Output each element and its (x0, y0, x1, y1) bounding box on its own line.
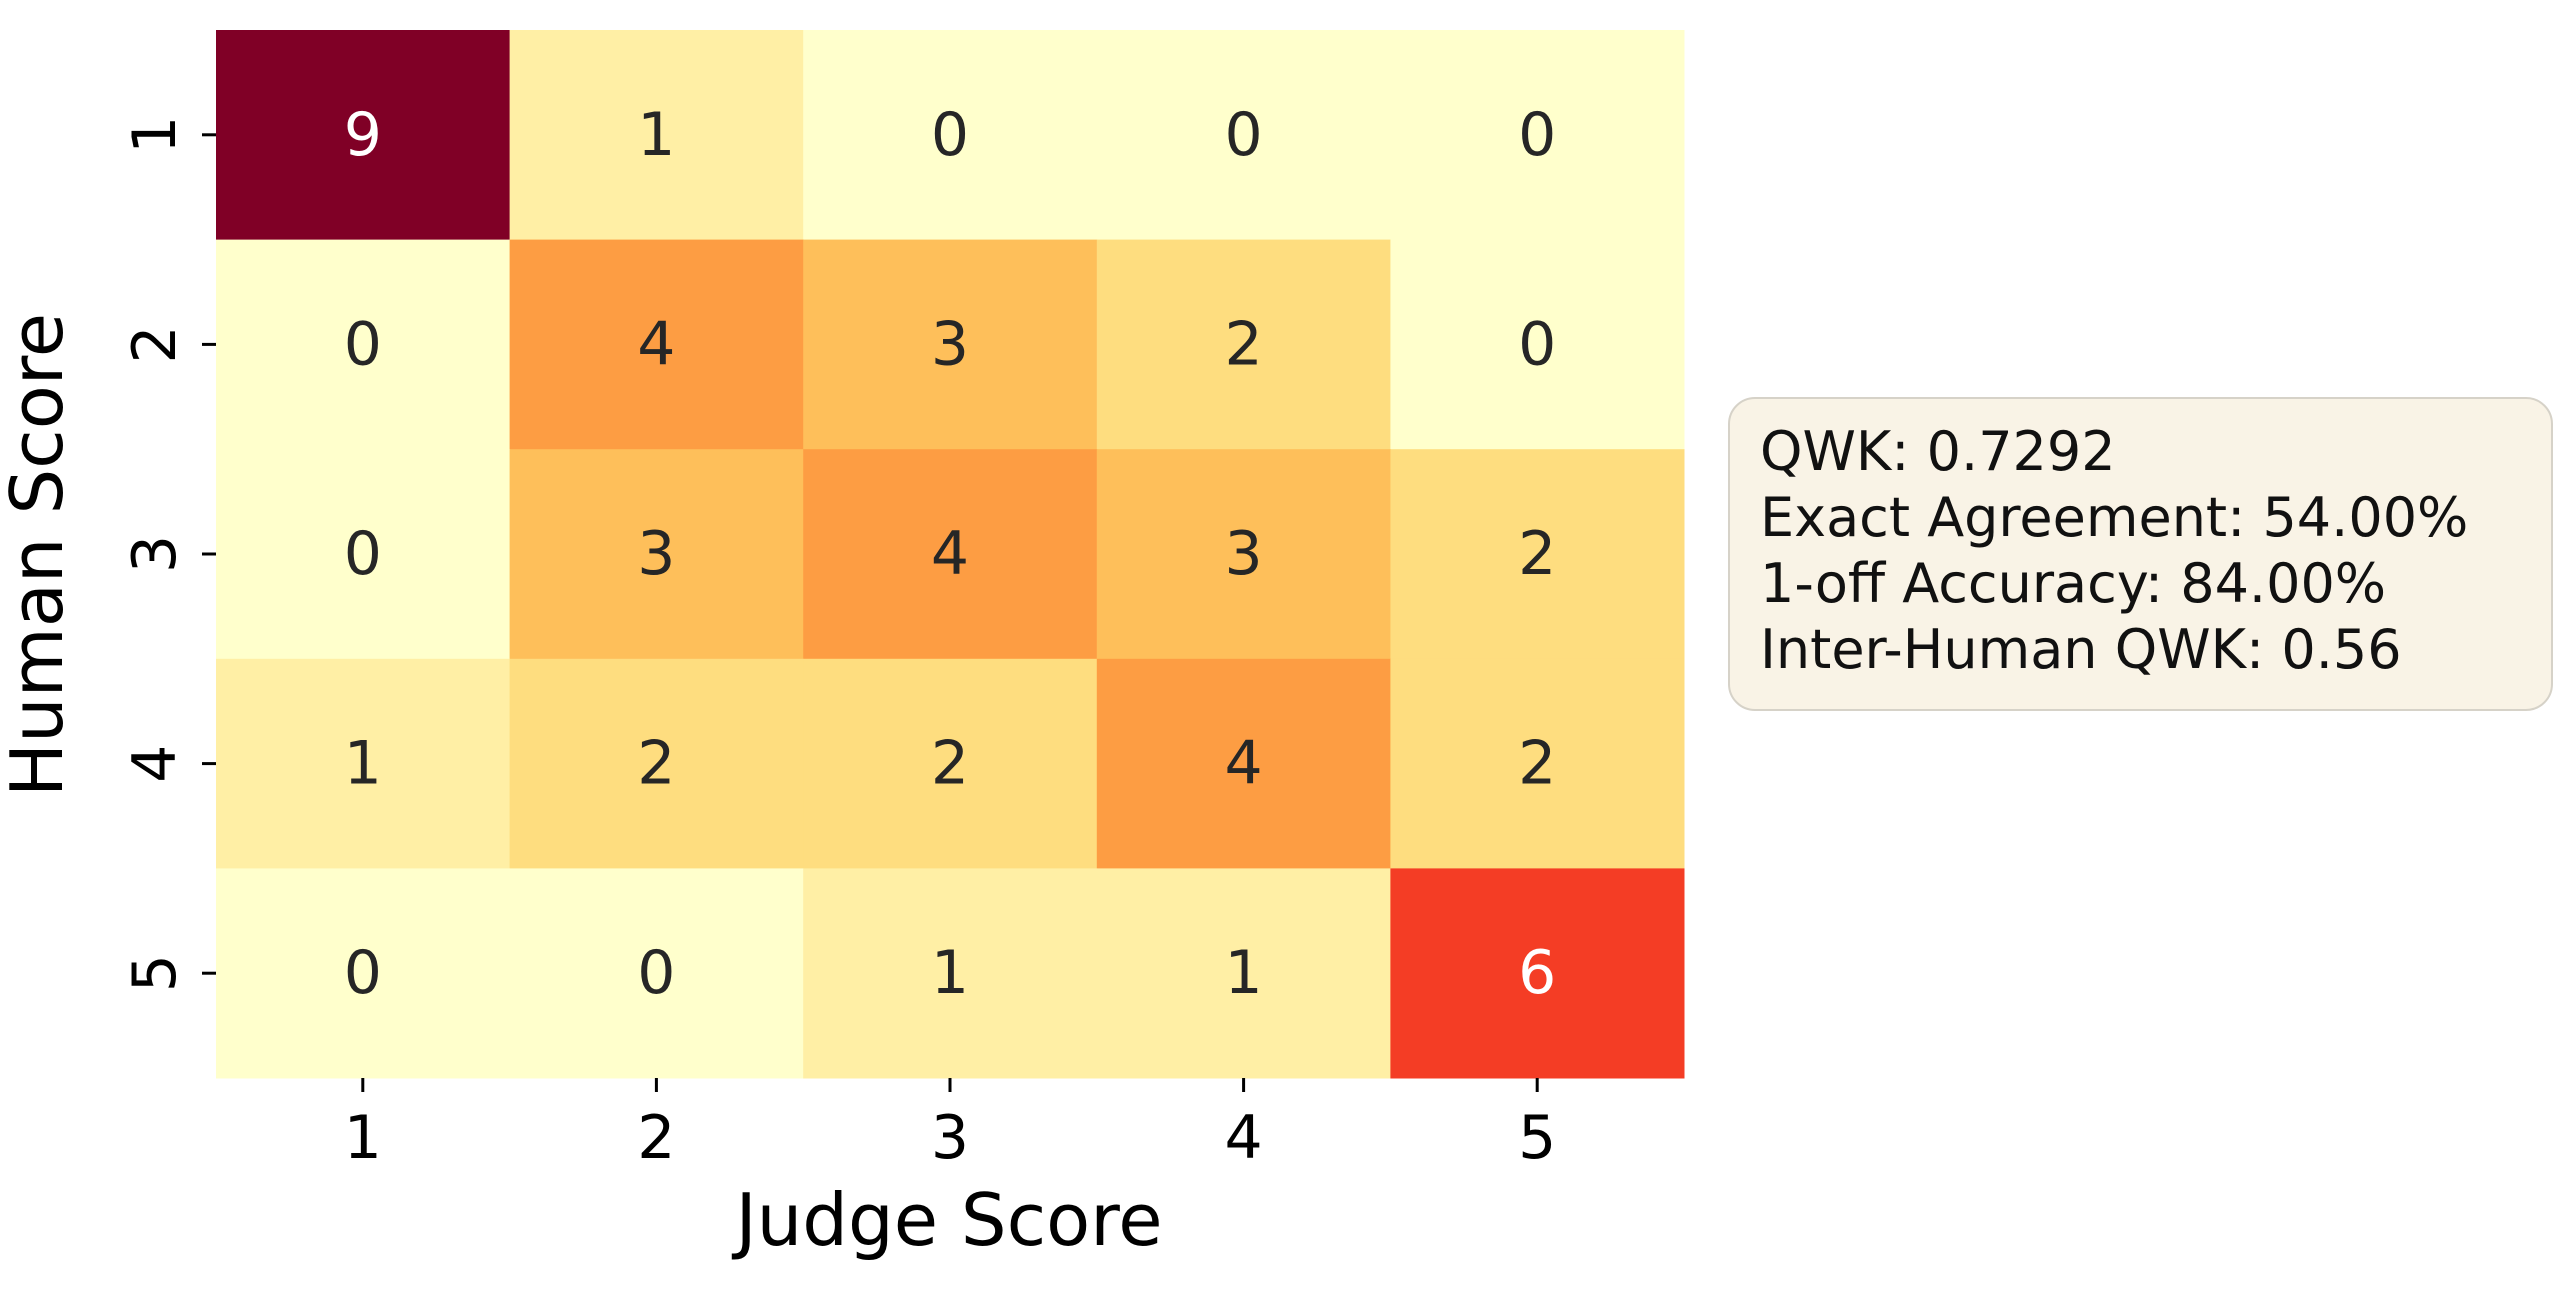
cell-value-label: 2 (1518, 519, 1556, 589)
cell-value-label: 0 (637, 938, 675, 1008)
cell-value-label: 0 (344, 938, 382, 1008)
y-tick-label: 5 (120, 954, 190, 992)
heatmap-cells: 9 1 0 0 0 0 4 3 2 0 0 3 4 3 2 1 2 2 4 2 0 0 1 1 6 (216, 30, 1685, 1079)
cell-value-label: 6 (1518, 938, 1556, 1008)
heatmap-cell-r3-c4 (1096, 449, 1391, 660)
heatmap-cell-r4-c2 (509, 658, 804, 869)
cell-value-label: 0 (1225, 100, 1263, 170)
heatmap-cell-r4-c4 (1096, 658, 1391, 869)
heatmap-cell-r5-c4 (1096, 868, 1391, 1079)
cell-value-label: 1 (637, 100, 675, 170)
heatmap-cell-r4-c3 (803, 658, 1098, 869)
heatmap-cell-r1-c1 (216, 30, 511, 241)
heatmap-cell-r3-c2 (509, 449, 804, 660)
stats-one-off-accuracy: 1-off Accuracy: 84.00% (1760, 552, 2386, 615)
heatmap-cell-r2-c1 (216, 239, 511, 450)
heatmap-cell-r2-c2 (509, 239, 804, 450)
cell-value-label: 2 (931, 729, 969, 799)
heatmap-cell-r5-c2 (509, 868, 804, 1079)
y-axis-ticks: 1 2 3 4 5 (120, 116, 216, 992)
x-axis-label: Judge Score (731, 1178, 1162, 1262)
cell-value-label: 1 (344, 729, 382, 799)
y-tick-label: 2 (120, 325, 190, 363)
cell-value-label: 0 (931, 100, 969, 170)
y-tick-label: 3 (120, 535, 190, 573)
heatmap-cell-r2-c3 (803, 239, 1098, 450)
stats-box-background (1728, 397, 2553, 711)
heatmap-cell-r5-c5 (1390, 868, 1685, 1079)
x-tick-label: 2 (637, 1103, 675, 1173)
x-axis-ticks: 1 2 3 4 5 (344, 1078, 1556, 1173)
heatmap-cell-r4-c5 (1390, 658, 1685, 869)
cell-value-label: 3 (931, 309, 969, 379)
x-tick-label: 3 (931, 1103, 969, 1173)
cell-value-label: 1 (1225, 938, 1263, 1008)
y-tick-label: 1 (120, 116, 190, 154)
heatmap-cell-r3-c5 (1390, 449, 1685, 660)
cell-value-label: 3 (1225, 519, 1263, 589)
cell-value-label: 2 (637, 729, 675, 799)
heatmap-cell-r1-c3 (803, 30, 1098, 241)
stats-qwk: QWK: 0.7292 (1760, 420, 2116, 483)
cell-value-label: 9 (344, 100, 382, 170)
heatmap-cell-r1-c2 (509, 30, 804, 241)
cell-value-label: 0 (344, 309, 382, 379)
y-tick-label: 4 (120, 745, 190, 783)
x-tick-label: 1 (344, 1103, 382, 1173)
cell-value-label: 0 (1518, 100, 1556, 170)
cell-value-label: 2 (1518, 729, 1556, 799)
heatmap-cell-r3-c3 (803, 449, 1098, 660)
stats-annotation-box: QWK: 0.7292 Exact Agreement: 54.00% 1-of… (1728, 397, 2553, 711)
cell-value-label: 2 (1225, 309, 1263, 379)
heatmap-cell-r5-c1 (216, 868, 511, 1079)
heatmap-cell-r1-c4 (1096, 30, 1391, 241)
heatmap-cell-r1-c5 (1390, 30, 1685, 241)
cell-value-label: 4 (637, 309, 675, 379)
heatmap-cell-r2-c4 (1096, 239, 1391, 450)
stats-inter-human-qwk: Inter-Human QWK: 0.56 (1760, 618, 2402, 681)
cell-value-label: 0 (344, 519, 382, 589)
stats-exact-agreement: Exact Agreement: 54.00% (1760, 486, 2468, 549)
heatmap-cell-r4-c1 (216, 658, 511, 869)
heatmap-cell-r2-c5 (1390, 239, 1685, 450)
x-tick-label: 5 (1518, 1103, 1556, 1173)
y-axis-label: Human Score (0, 313, 79, 797)
heatmap-cell-r5-c3 (803, 868, 1098, 1079)
cell-value-label: 1 (931, 938, 969, 1008)
heatmap-cell-r3-c1 (216, 449, 511, 660)
cell-value-label: 4 (931, 519, 969, 589)
cell-value-label: 4 (1225, 729, 1263, 799)
x-tick-label: 4 (1225, 1103, 1263, 1173)
cell-value-label: 3 (637, 519, 675, 589)
cell-value-label: 0 (1518, 309, 1556, 379)
